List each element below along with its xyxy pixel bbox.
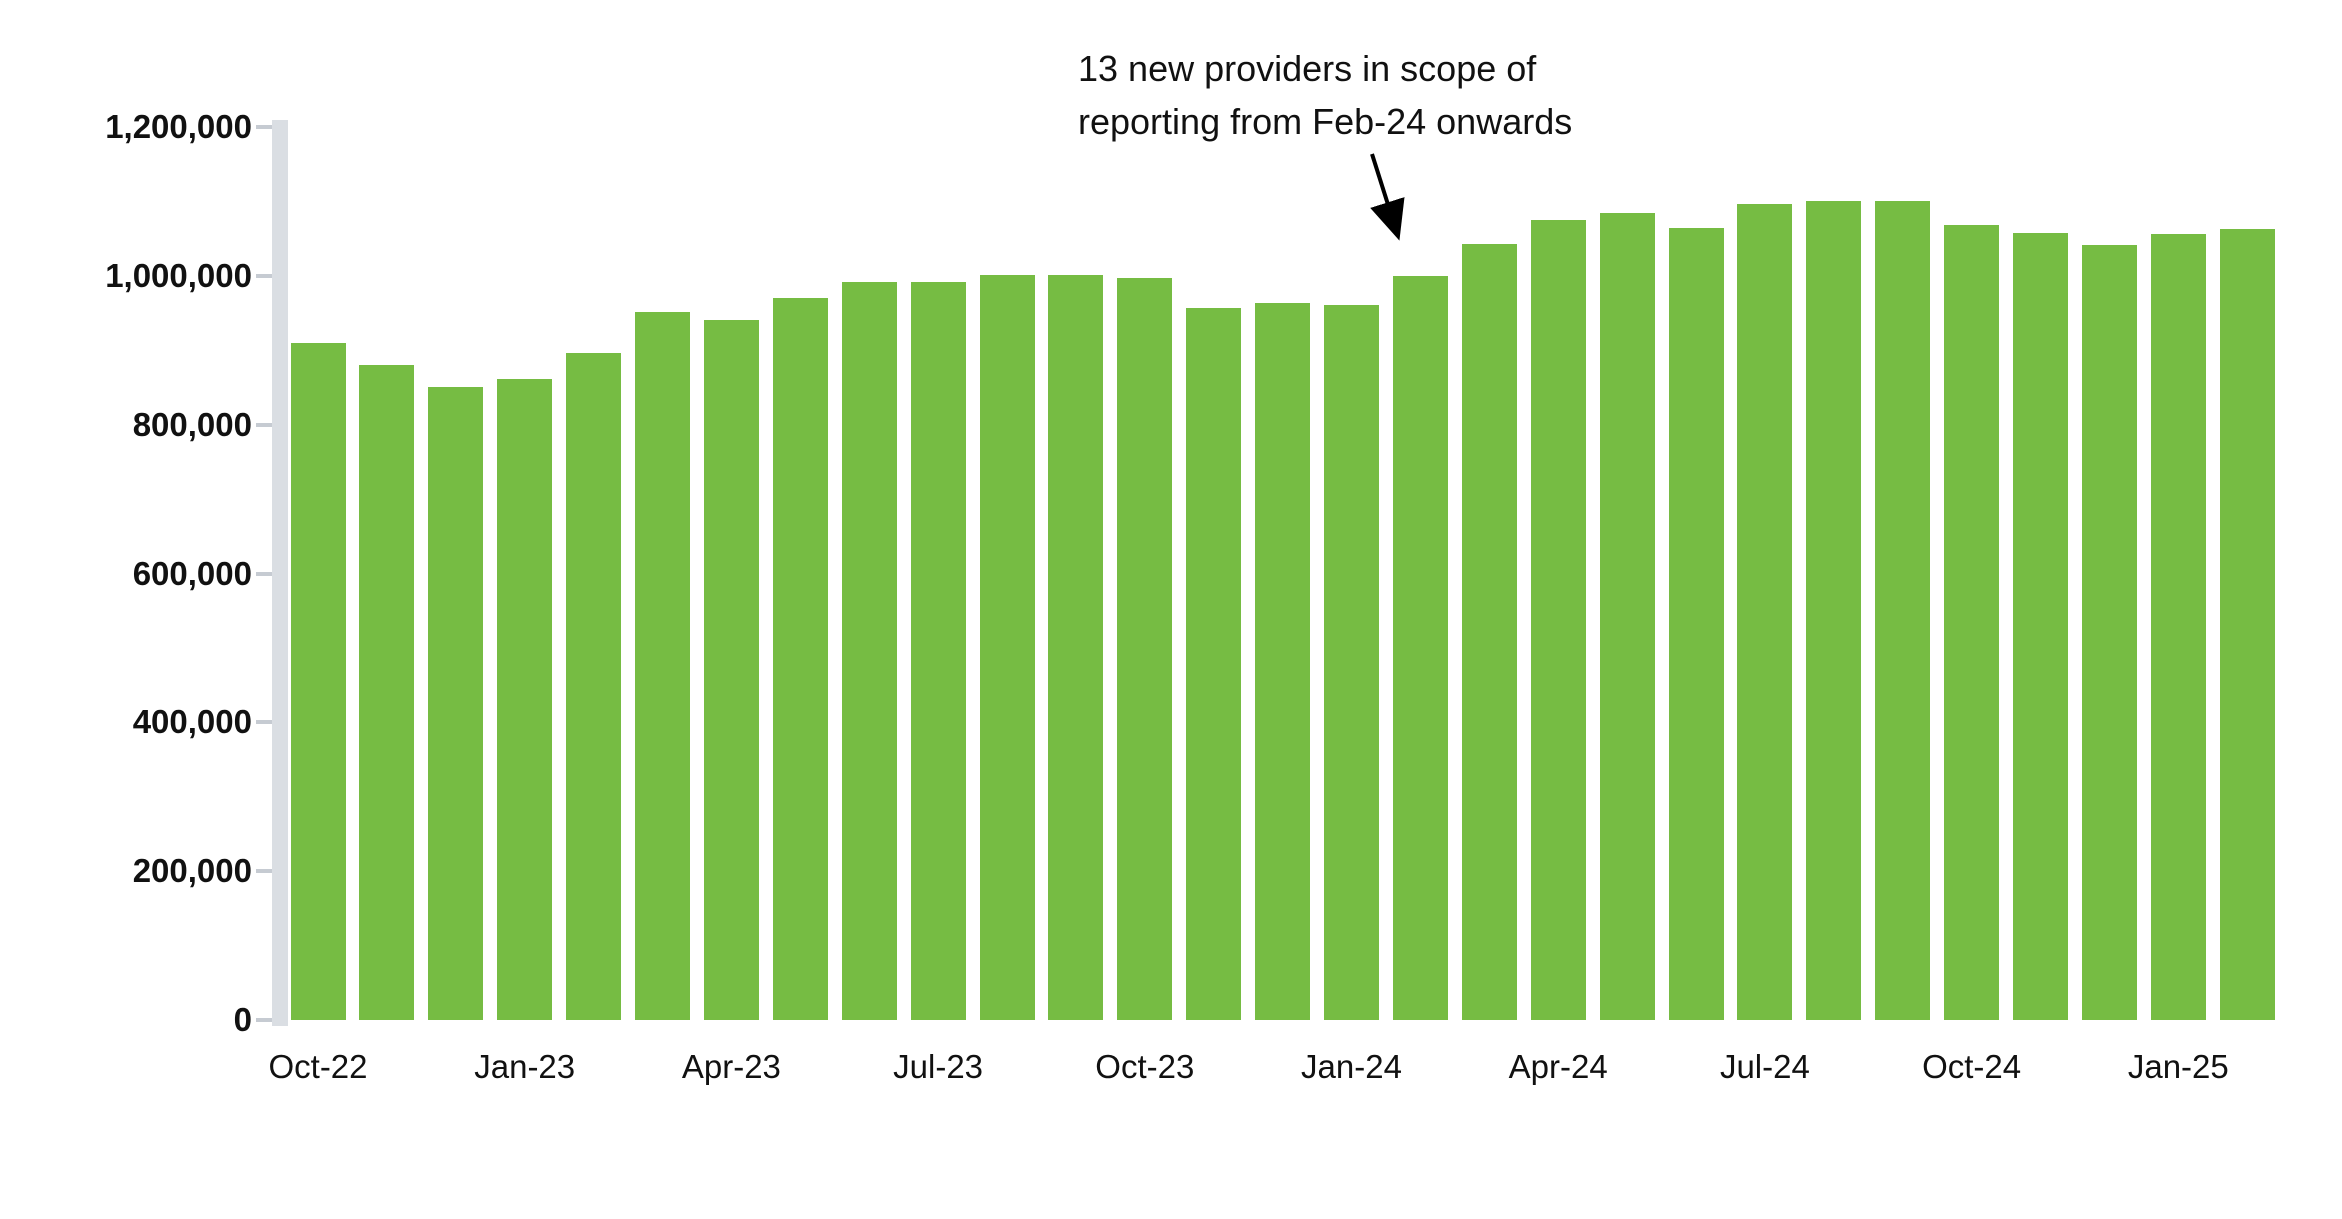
x-axis-label-Oct-24: Oct-24 [1922, 1048, 2022, 1085]
y-axis-label-0: 0 [233, 1001, 252, 1038]
bar-Dec-22 [428, 387, 484, 1020]
bar-Dec-24 [2081, 245, 2137, 1020]
bar-Jul-23 [910, 282, 966, 1020]
bar-May-23 [772, 298, 828, 1020]
bar-Apr-24 [1530, 220, 1586, 1020]
y-axis-label-600000: 600,000 [132, 554, 252, 592]
annotation-line-1: 13 new providers in scope of [1078, 48, 1537, 89]
bar-Mar-23 [635, 312, 690, 1020]
bar-Jan-23 [497, 379, 553, 1020]
x-axis-label-Jan-24: Jan-24 [1301, 1048, 1402, 1085]
bar-Mar-24 [1461, 244, 1517, 1020]
y-axis-tick [256, 125, 272, 129]
bar-Feb-24 [1392, 276, 1448, 1020]
bar-Aug-24 [1806, 201, 1862, 1020]
bar-Nov-24 [2013, 233, 2068, 1020]
bar-Feb-25 [2219, 229, 2275, 1020]
y-axis-tick [256, 571, 272, 576]
y-axis-tick [256, 720, 272, 725]
y-axis-label-1000000: 1,000,000 [105, 256, 252, 294]
y-axis-tick [256, 422, 272, 427]
bar-May-24 [1599, 213, 1655, 1020]
y-axis-label-400000: 400,000 [132, 703, 252, 741]
annotation-line-2: reporting from Feb-24 onwards [1078, 101, 1573, 142]
x-axis-label-Jan-23: Jan-23 [474, 1048, 576, 1085]
bar-Nov-22 [359, 365, 415, 1020]
bar-Apr-23 [703, 320, 759, 1020]
x-axis-label-Oct-23: Oct-23 [1095, 1048, 1195, 1085]
x-axis-label-Jul-23: Jul-23 [893, 1048, 984, 1085]
bar-Sep-24 [1875, 201, 1931, 1020]
bar-Jun-24 [1668, 228, 1724, 1020]
x-axis-label-Oct-22: Oct-22 [268, 1048, 368, 1085]
x-axis-label-Apr-23: Apr-23 [681, 1048, 781, 1085]
y-axis-label-1200000: 1,200,000 [105, 108, 252, 145]
y-axis-line [272, 120, 288, 1026]
bar-Jan-25 [2150, 234, 2206, 1020]
y-axis-label-800000: 800,000 [132, 405, 252, 443]
bar-Oct-22 [290, 343, 346, 1020]
bar-Dec-23 [1255, 303, 1311, 1020]
bar-Feb-23 [566, 353, 622, 1020]
bar-Oct-24 [1944, 225, 2000, 1020]
y-axis-tick [256, 273, 272, 278]
y-axis-tick [256, 1018, 272, 1022]
bar-Jan-24 [1324, 305, 1379, 1020]
y-axis-tick [256, 869, 272, 874]
x-axis-label-Jan-25: Jan-25 [2127, 1048, 2229, 1085]
x-axis-label-Jul-24: Jul-24 [1719, 1048, 1810, 1085]
y-axis-label-200000: 200,000 [132, 852, 252, 890]
bar-Jul-24 [1737, 204, 1793, 1020]
bar-Sep-23 [1048, 275, 1104, 1020]
bar-Jun-23 [841, 282, 897, 1020]
bar-Oct-23 [1117, 278, 1173, 1020]
annotation-text: 13 new providers in scope of reporting f… [1078, 42, 1572, 148]
bar-Nov-23 [1186, 308, 1242, 1020]
x-axis-label-Apr-24: Apr-24 [1508, 1048, 1608, 1085]
bar-Aug-23 [979, 275, 1035, 1020]
